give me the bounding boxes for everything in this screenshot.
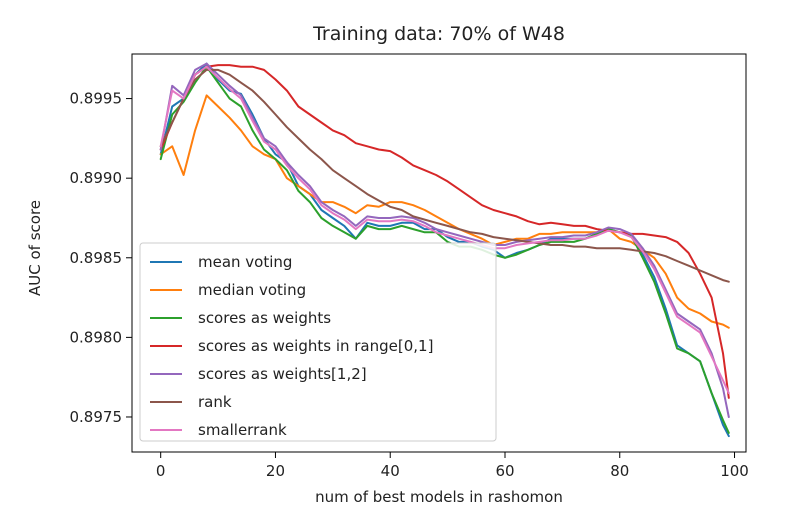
x-tick-label: 20 [266,462,285,480]
y-tick-label: 0.8995 [70,90,123,108]
series-line-4 [159,62,730,418]
x-tick-label: 80 [610,462,629,480]
plot-area-frame [131,53,747,453]
legend-label-1: median voting [198,281,306,299]
series-line-6 [159,65,730,395]
legend-box [139,242,497,442]
x-axis-ticks: 0 20 40 60 80 100 [156,452,749,480]
y-tick-label: 0.8980 [70,328,123,346]
x-tick-label: 40 [381,462,400,480]
y-tick-label: 0.8975 [70,408,123,426]
legend: mean voting median voting scores as weight… [139,242,497,442]
series-layer [159,62,730,438]
x-tick-label: 0 [156,462,166,480]
y-tick-label: 0.8985 [70,249,123,267]
y-axis-ticks: 0.8975 0.8980 0.8985 0.8990 0.8995 [70,90,132,426]
x-axis-label: num of best models in rashomon [315,488,563,506]
legend-label-2: scores as weights [198,309,331,327]
chart-title: Training data: 70% of W48 [312,23,565,45]
legend-label-4: scores as weights[1,2] [198,365,367,383]
series-line-3 [159,64,730,399]
x-tick-label: 100 [720,462,749,480]
y-axis-label: AUC of score [26,200,44,296]
legend-label-3: scores as weights in range[0,1] [198,337,433,355]
legend-label-6: smallerrank [198,421,287,439]
x-tick-label: 60 [495,462,514,480]
y-tick-label: 0.8990 [70,169,123,187]
series-line-5 [159,68,730,283]
legend-label-0: mean voting [198,253,292,271]
legend-label-5: rank [198,393,232,411]
